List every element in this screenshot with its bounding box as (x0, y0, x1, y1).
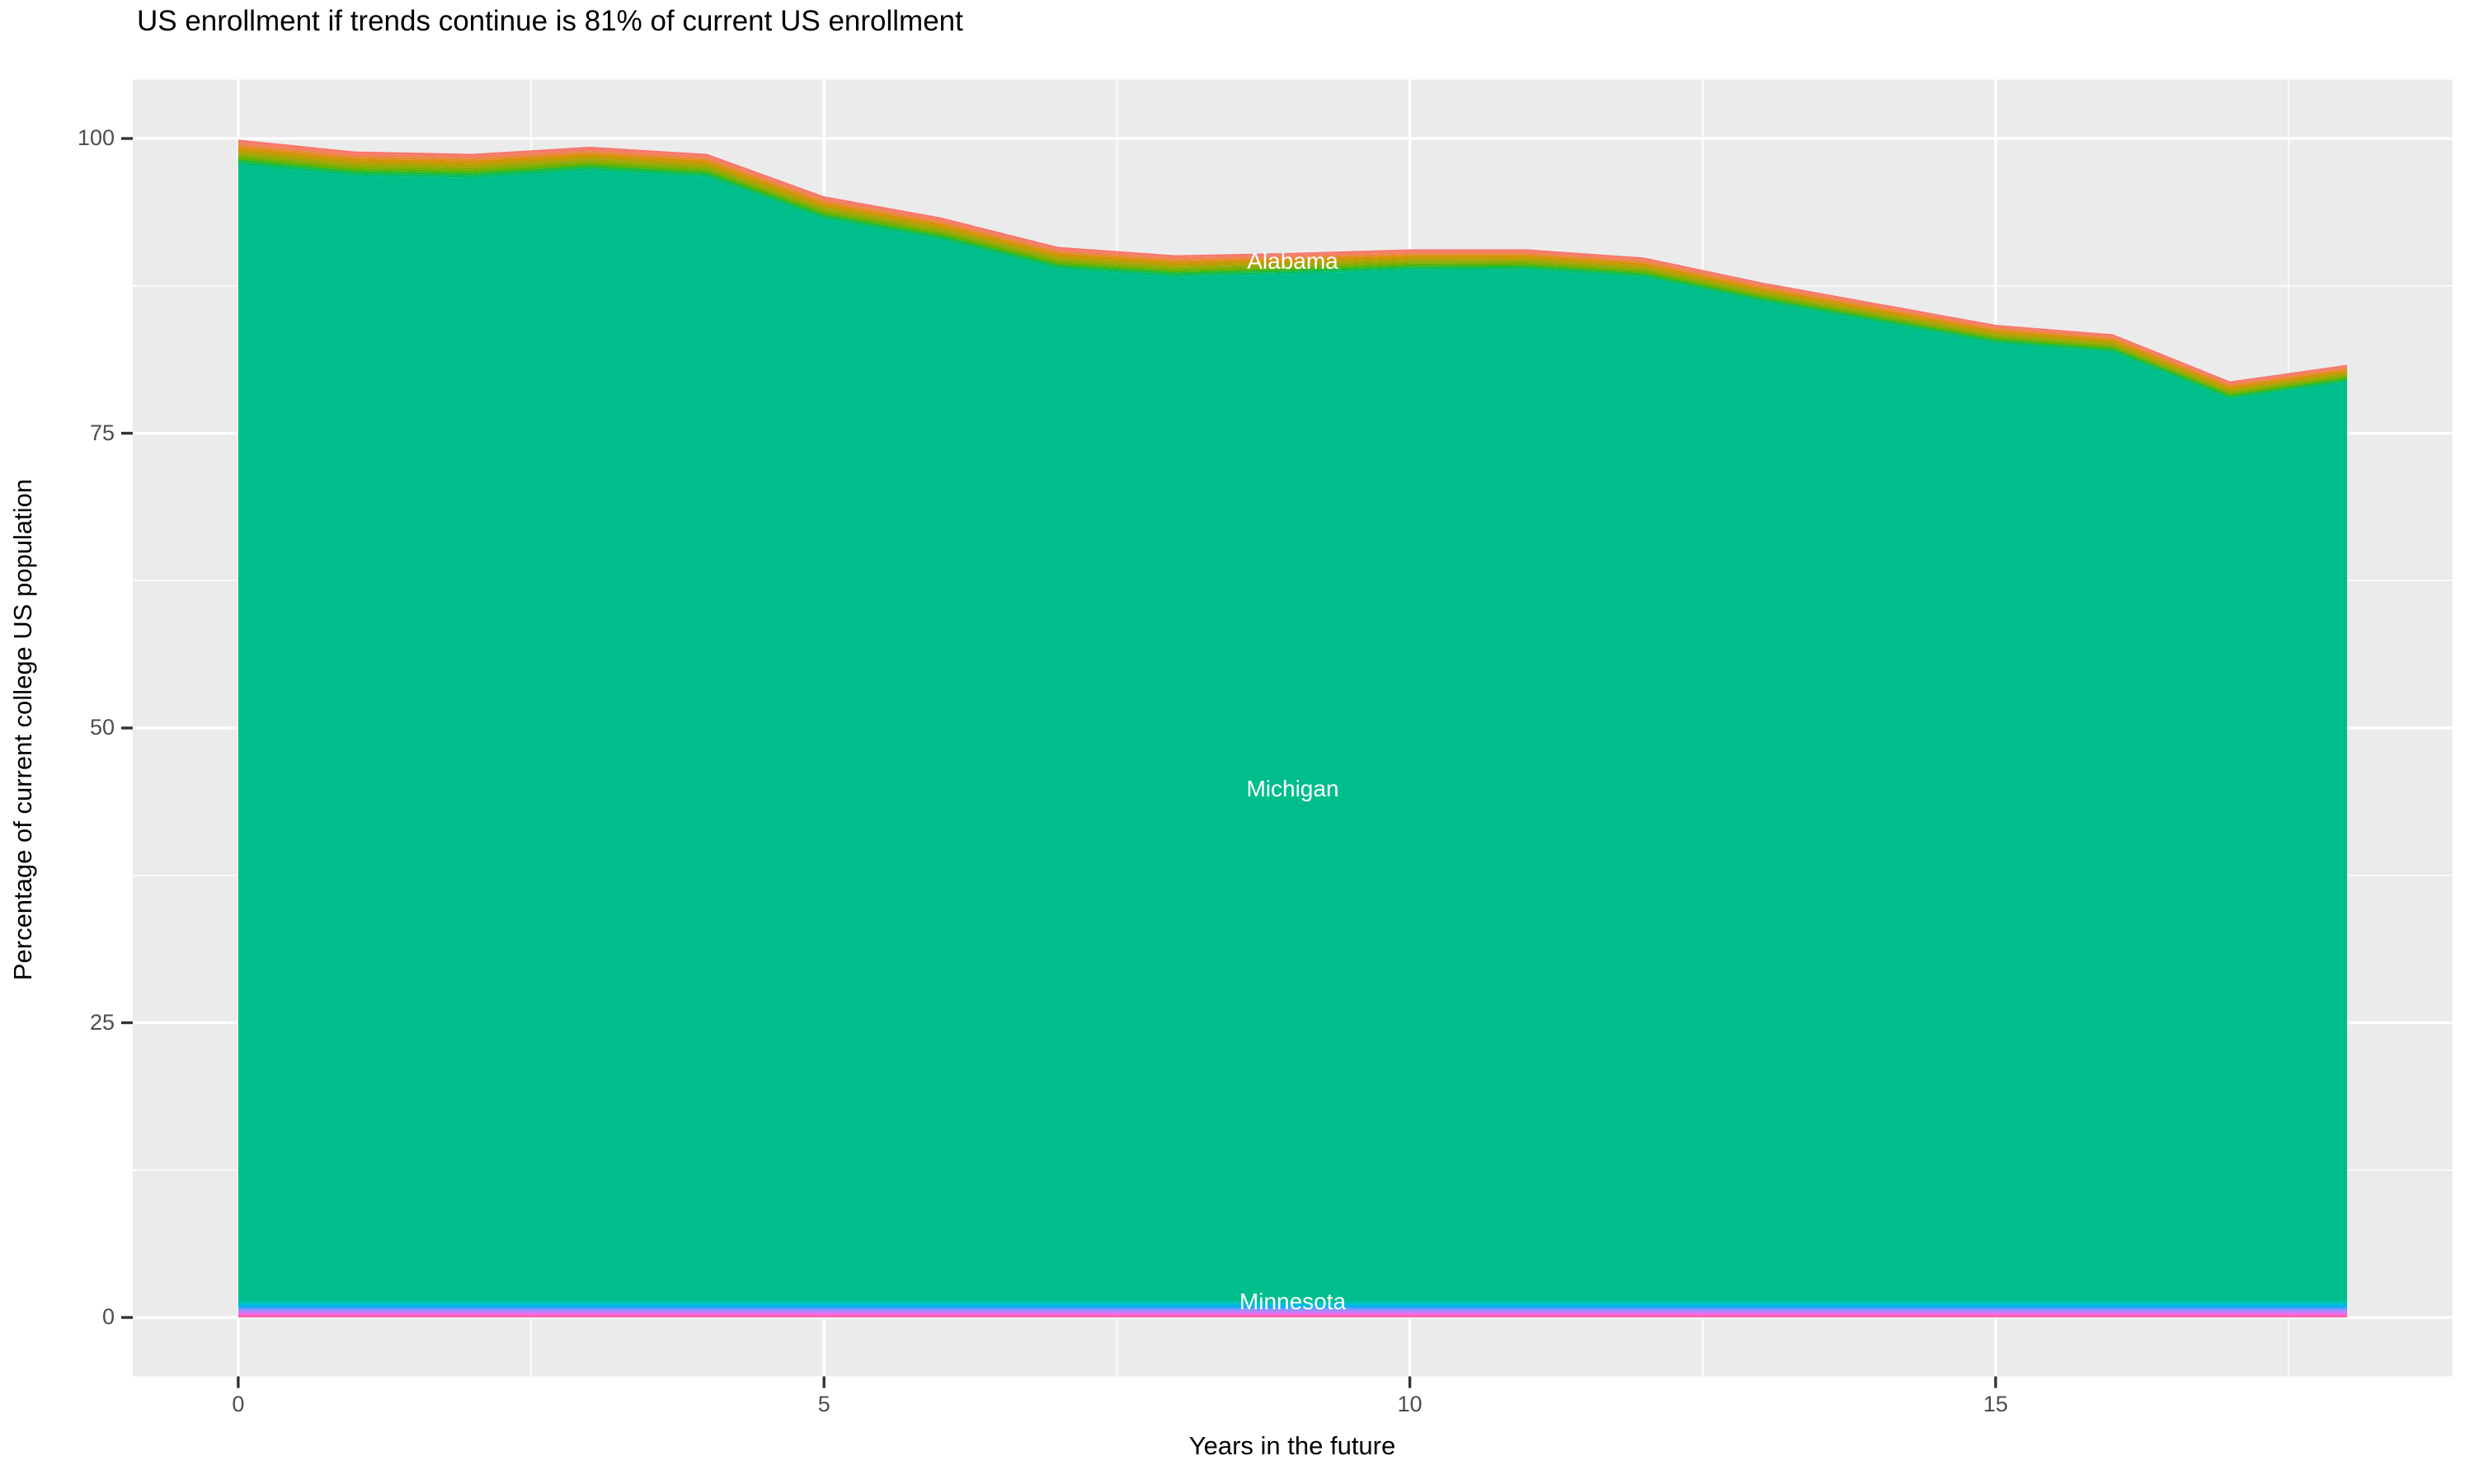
area-bottom-band-stripe (238, 1310, 2348, 1313)
y-axis-tick-label: 75 (89, 420, 115, 445)
area-bottom-band-stripe (238, 1313, 2348, 1316)
area-bottom-band-stripe (238, 1305, 2348, 1308)
y-axis-tick-label: 25 (89, 1009, 115, 1035)
area-label-minnesota: Minnesota (1239, 1288, 1347, 1314)
area-bottom-band-stripe (238, 1300, 2348, 1303)
y-axis-tick-label: 0 (101, 1304, 115, 1329)
x-axis-tick-label: 5 (817, 1391, 830, 1416)
x-axis-title: Years in the future (1188, 1431, 1396, 1460)
x-axis-tick-label: 15 (1982, 1391, 2008, 1416)
area-bottom-band-stripe (238, 1312, 2348, 1314)
y-axis-title: Percentage of current college US populat… (8, 478, 37, 981)
x-axis-tick-label: 10 (1397, 1391, 1423, 1416)
area-bottom-band-stripe (238, 1315, 2348, 1317)
x-axis-tick-label: 0 (232, 1391, 245, 1416)
y-axis-tick-label: 100 (77, 125, 115, 150)
area-bottom-band-stripe (238, 1302, 2348, 1304)
chart-title: US enrollment if trends continue is 81% … (137, 5, 963, 37)
area-michigan (238, 164, 2348, 1301)
area-label-michigan: Michigan (1246, 776, 1339, 802)
area-label-alabama: Alabama (1247, 247, 1338, 274)
y-axis-tick-label: 50 (89, 715, 115, 740)
area-bottom-band-stripe (238, 1308, 2348, 1311)
area-bottom-band-stripe (238, 1303, 2348, 1306)
area-bottom-band-stripe (238, 1307, 2348, 1309)
